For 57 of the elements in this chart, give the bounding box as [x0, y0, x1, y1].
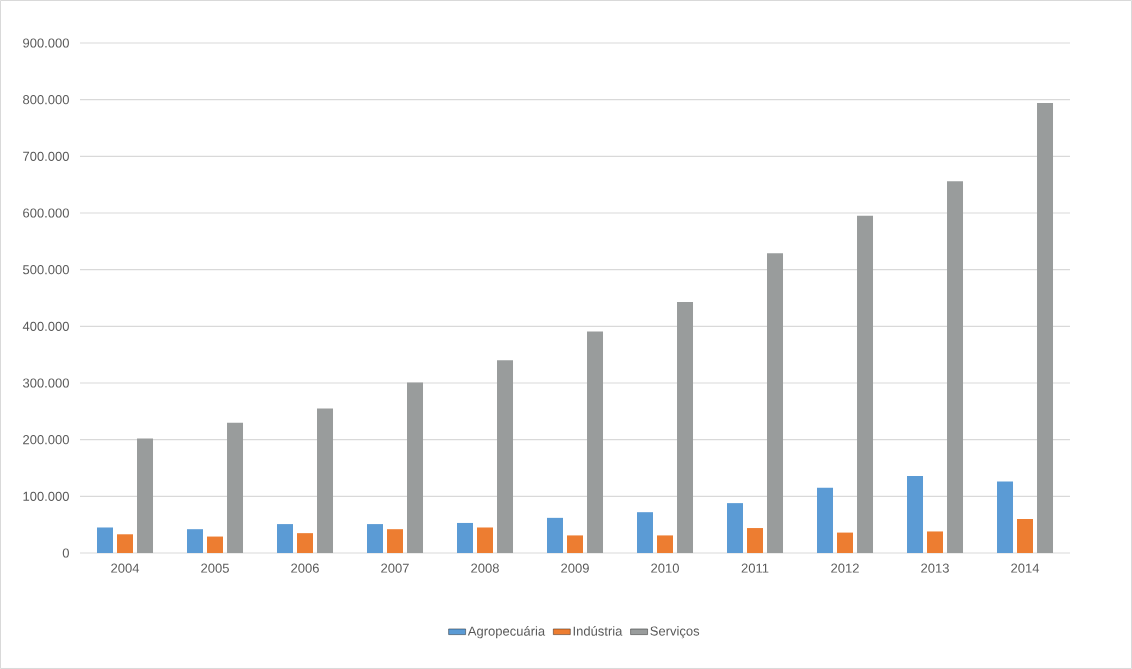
x-tick-label: 2005 [201, 563, 229, 573]
y-tick-label: 700.000 [23, 151, 69, 161]
bar [997, 481, 1014, 553]
bar [277, 524, 294, 553]
bar [227, 422, 244, 553]
bar [637, 512, 654, 553]
bar [727, 503, 744, 553]
bar [567, 535, 584, 553]
x-tick-label: 2011 [741, 563, 769, 573]
bar [457, 522, 474, 553]
bar [497, 360, 514, 553]
x-tick-label: 2009 [561, 563, 589, 573]
x-tick-label: 2008 [471, 563, 499, 573]
bar [317, 408, 334, 553]
bar [857, 215, 874, 553]
x-tick-label: 2004 [111, 563, 140, 573]
bar [117, 534, 134, 553]
bar [547, 517, 564, 553]
bar [187, 529, 204, 553]
bar [297, 533, 314, 553]
legend-label: Agropecuária [467, 626, 546, 639]
legend-label: Indústria [573, 626, 623, 636]
bar [387, 529, 404, 553]
y-tick-label: 900.000 [23, 38, 69, 48]
bar [1017, 518, 1034, 553]
y-tick-label: 300.000 [22, 378, 69, 388]
y-tick-label: 200.000 [23, 435, 69, 445]
bar [927, 531, 944, 553]
bar [817, 487, 834, 553]
bar [947, 181, 964, 553]
bar [1037, 103, 1054, 553]
bar [657, 535, 674, 553]
bar [837, 532, 854, 553]
y-tick-label: 800.000 [23, 95, 69, 105]
y-tick-label: 100.000 [23, 491, 69, 501]
x-tick-label: 2010 [651, 563, 679, 573]
bar [587, 331, 604, 553]
x-tick-label: 2013 [921, 563, 949, 573]
x-tick-label: 2014 [1011, 563, 1040, 573]
bar [677, 301, 694, 553]
y-tick-label: 600.000 [23, 208, 69, 218]
bar [907, 475, 924, 553]
bar [97, 527, 114, 553]
bar [137, 438, 154, 553]
y-tick-label: 400.000 [22, 321, 69, 331]
x-tick-label: 2007 [381, 563, 409, 573]
bar [767, 253, 784, 553]
legend-label: Serviços [650, 626, 700, 639]
bar [367, 524, 384, 553]
x-tick-label: 2006 [291, 563, 319, 573]
x-tick-label: 2012 [831, 563, 859, 573]
y-tick-label: 500.000 [23, 265, 69, 275]
bar [407, 382, 424, 553]
bar [747, 528, 764, 553]
bar [477, 527, 494, 553]
bar [207, 536, 224, 553]
y-tick-label: 0 [62, 548, 69, 558]
